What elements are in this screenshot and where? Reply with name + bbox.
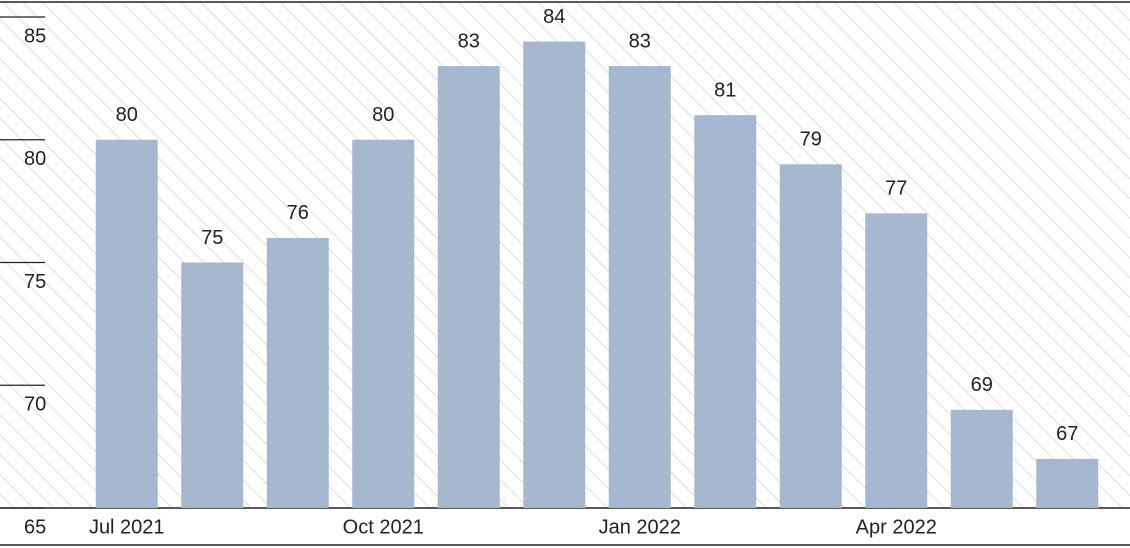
value-label: 83 [629, 30, 651, 52]
y-tick-label: 85 [24, 25, 46, 47]
bar [950, 409, 1013, 508]
bar [523, 41, 586, 509]
x-tick-label: Jan 2022 [599, 516, 681, 538]
y-tick-label: 70 [24, 394, 46, 416]
y-tick-label: 75 [24, 271, 46, 293]
bar [352, 139, 415, 508]
value-label: 80 [372, 104, 394, 126]
bar [608, 66, 671, 508]
value-label: 75 [201, 227, 223, 249]
bar [694, 115, 757, 508]
bar [95, 139, 158, 508]
value-label: 67 [1056, 423, 1078, 445]
bar [1036, 458, 1099, 508]
value-label: 79 [800, 129, 822, 151]
x-tick-label: Jul 2021 [89, 516, 165, 538]
bar [779, 164, 842, 509]
y-tick-label: 80 [24, 148, 46, 170]
value-label: 83 [458, 30, 480, 52]
y-tick-label: 65 [24, 516, 46, 538]
value-label: 76 [287, 202, 309, 224]
value-label: 77 [885, 178, 907, 200]
bar [266, 237, 329, 508]
x-tick-label: Oct 2021 [343, 516, 424, 538]
value-label: 69 [971, 374, 993, 396]
value-label: 80 [116, 104, 138, 126]
value-label: 84 [543, 6, 565, 28]
bar [865, 213, 928, 508]
bar [437, 66, 500, 508]
value-label: 81 [714, 79, 736, 101]
x-tick-label: Apr 2022 [856, 516, 937, 538]
bar [181, 262, 244, 508]
